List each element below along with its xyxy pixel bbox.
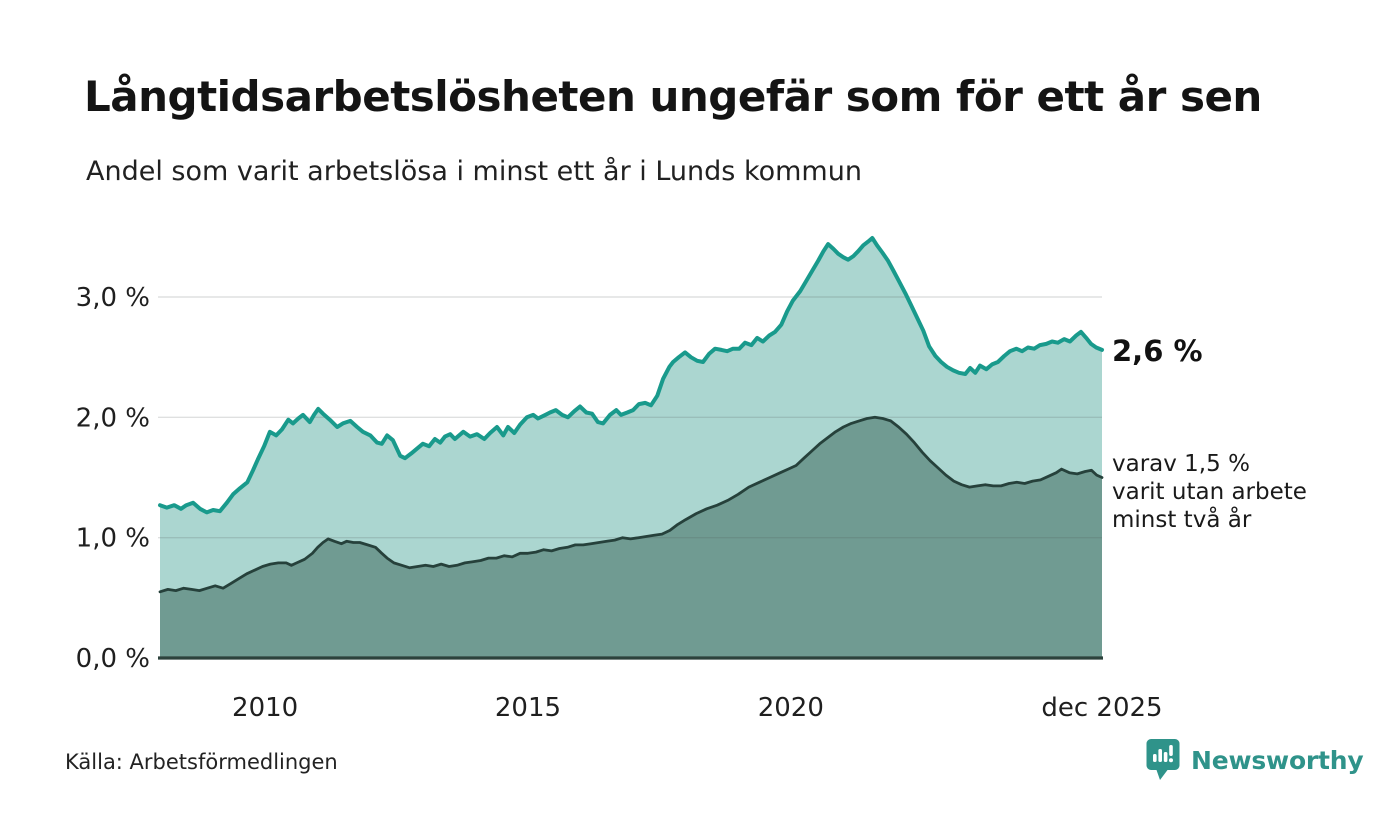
chart-title: Långtidsarbetslösheten ungefär som för e… <box>84 72 1262 121</box>
logo-exclamation-dot <box>1169 758 1173 763</box>
latest-value-label: 2,6 % <box>1112 334 1203 368</box>
secondary-series-label: varav 1,5 % varit utan arbete minst två … <box>1112 450 1307 534</box>
logo-bar-1 <box>1153 754 1157 762</box>
x-tick-label: dec 2025 <box>1041 693 1162 723</box>
logo-exclamation-bar <box>1169 745 1173 756</box>
area-fill-unemployed-2yr <box>160 417 1102 658</box>
logo-bar-3 <box>1163 752 1168 762</box>
secondary-series-label-line: minst två år <box>1112 507 1252 533</box>
secondary-series-label-line: varav 1,5 % <box>1112 451 1250 477</box>
source-credit: Källa: Arbetsförmedlingen <box>65 750 338 774</box>
chart-subtitle: Andel som varit arbetslösa i minst ett å… <box>86 156 862 187</box>
x-tick-label: 2020 <box>758 693 824 723</box>
logo-badge-shape <box>1146 739 1180 780</box>
line-unemployed-2yr <box>158 415 1104 594</box>
y-tick-label: 3,0 % <box>76 283 150 313</box>
newsworthy-wordmark: Newsworthy <box>1191 745 1364 775</box>
y-tick-label: 1,0 % <box>76 524 150 554</box>
secondary-series-label-line: varit utan arbete <box>1112 479 1307 505</box>
y-tick-label: 0,0 % <box>76 644 150 674</box>
x-tick-label: 2010 <box>232 693 298 723</box>
x-tick-label: 2015 <box>495 693 561 723</box>
newsworthy-icon <box>1146 739 1180 780</box>
y-tick-label: 2,0 % <box>76 403 150 433</box>
newsworthy-logo: Newsworthy <box>1146 738 1364 782</box>
logo-bar-2 <box>1158 749 1162 762</box>
line-unemployed-1yr <box>158 236 1104 515</box>
